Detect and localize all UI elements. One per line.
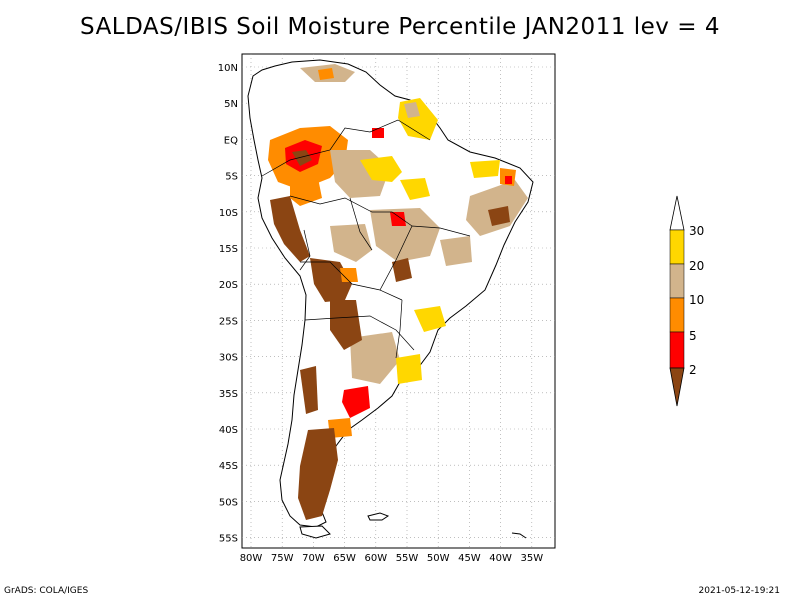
percentile-patches	[268, 64, 528, 520]
colorbar-label-20: 20	[689, 259, 704, 273]
patch-brown-central-brazil	[392, 258, 412, 282]
country-borders	[261, 119, 471, 359]
colorbar-label-10: 10	[689, 293, 704, 307]
lon-tick-label: 45W	[458, 553, 481, 564]
lon-tick-label: 60W	[364, 553, 387, 564]
colorbar-swatch-10-20	[669, 263, 685, 299]
lat-tick-label: 35S	[219, 389, 238, 400]
patch-gold-uruguay	[396, 354, 422, 384]
lat-tick-label: 40S	[219, 425, 238, 436]
patch-tan-pampas	[350, 332, 400, 384]
patch-orange-peru	[290, 178, 322, 206]
lat-tick-label: 45S	[219, 461, 238, 472]
lat-tick-label: 20S	[219, 280, 238, 291]
lat-tick-label: 50S	[219, 497, 238, 508]
lat-tick-label: 5N	[224, 99, 238, 110]
colorbar-bottom-arrow	[669, 367, 685, 407]
lat-tick-label: EQ	[224, 135, 238, 146]
map-title: SALDAS/IBIS Soil Moisture Percentile JAN…	[80, 14, 720, 40]
lon-axis-labels: 80W 75W 70W 65W 60W 55W 50W 45W 40W 35W	[240, 553, 544, 564]
tierra-del-fuego	[299, 525, 331, 539]
colorbar-label-2: 2	[689, 363, 697, 377]
patch-tan-se-brazil	[440, 236, 472, 266]
patch-tan-bolivia	[330, 224, 372, 262]
patch-brown-chile-andes	[300, 366, 318, 414]
footer-credit: GrADS: COLA/IGES	[4, 586, 89, 596]
lon-tick-label: 55W	[396, 553, 419, 564]
patch-tan-ne-brazil	[466, 180, 528, 236]
lat-tick-label: 10S	[219, 208, 238, 219]
patch-orange-bolivia	[340, 268, 358, 282]
patch-red-argentina	[342, 386, 370, 418]
lon-tick-label: 70W	[302, 553, 325, 564]
patch-gold-ne-brazil	[470, 160, 500, 178]
lat-tick-label: 25S	[219, 316, 238, 327]
patch-tan-guianas	[404, 102, 420, 118]
colorbar-label-5: 5	[689, 329, 697, 343]
colorbar-swatch-2-5	[669, 331, 685, 369]
patch-brown-nw-amazon	[292, 150, 312, 166]
colorbar-swatch-20-30	[669, 229, 685, 265]
patch-red-guianas	[372, 128, 384, 138]
footer-timestamp: 2021-05-12-19:21	[698, 586, 781, 596]
patch-brown-peru	[270, 196, 310, 262]
patch-brown-patagonia	[298, 428, 338, 520]
patch-gold-central-brazil	[400, 178, 430, 200]
patch-gold-se-brazil	[414, 306, 446, 332]
colorbar-top-arrow	[669, 195, 685, 231]
patch-red-ne-brazil	[505, 176, 512, 184]
lat-tick-label: 55S	[219, 534, 238, 545]
lat-tick-label: 10N	[218, 63, 238, 74]
lon-tick-label: 80W	[240, 553, 263, 564]
lon-tick-label: 50W	[427, 553, 450, 564]
lat-tick-label: 30S	[219, 353, 238, 364]
patch-red-central-brazil	[390, 212, 406, 226]
patch-tan-central-brazil	[370, 208, 440, 262]
lon-tick-label: 40W	[489, 553, 512, 564]
colorbar: 2 5 10 20 30	[669, 195, 704, 407]
colorbar-label-30: 30	[689, 224, 704, 238]
lat-axis-labels: 10N 5N EQ 5S 10S 15S 20S 25S 30S 35S 40S 45S 50S 55S	[218, 63, 238, 545]
patch-brown-ne-brazil	[488, 206, 510, 226]
colorbar-swatch-5-10	[669, 297, 685, 333]
lon-tick-label: 75W	[271, 553, 294, 564]
south-georgia	[511, 532, 527, 539]
lat-tick-label: 5S	[225, 172, 238, 183]
patch-brown-nw-argentina	[330, 300, 362, 350]
lat-tick-label: 15S	[219, 244, 238, 255]
falkland-islands	[367, 512, 390, 521]
lon-tick-label: 65W	[333, 553, 356, 564]
lon-tick-label: 35W	[520, 553, 543, 564]
patch-gold-central-north	[360, 156, 402, 182]
patch-orange-north-coast	[318, 68, 334, 80]
